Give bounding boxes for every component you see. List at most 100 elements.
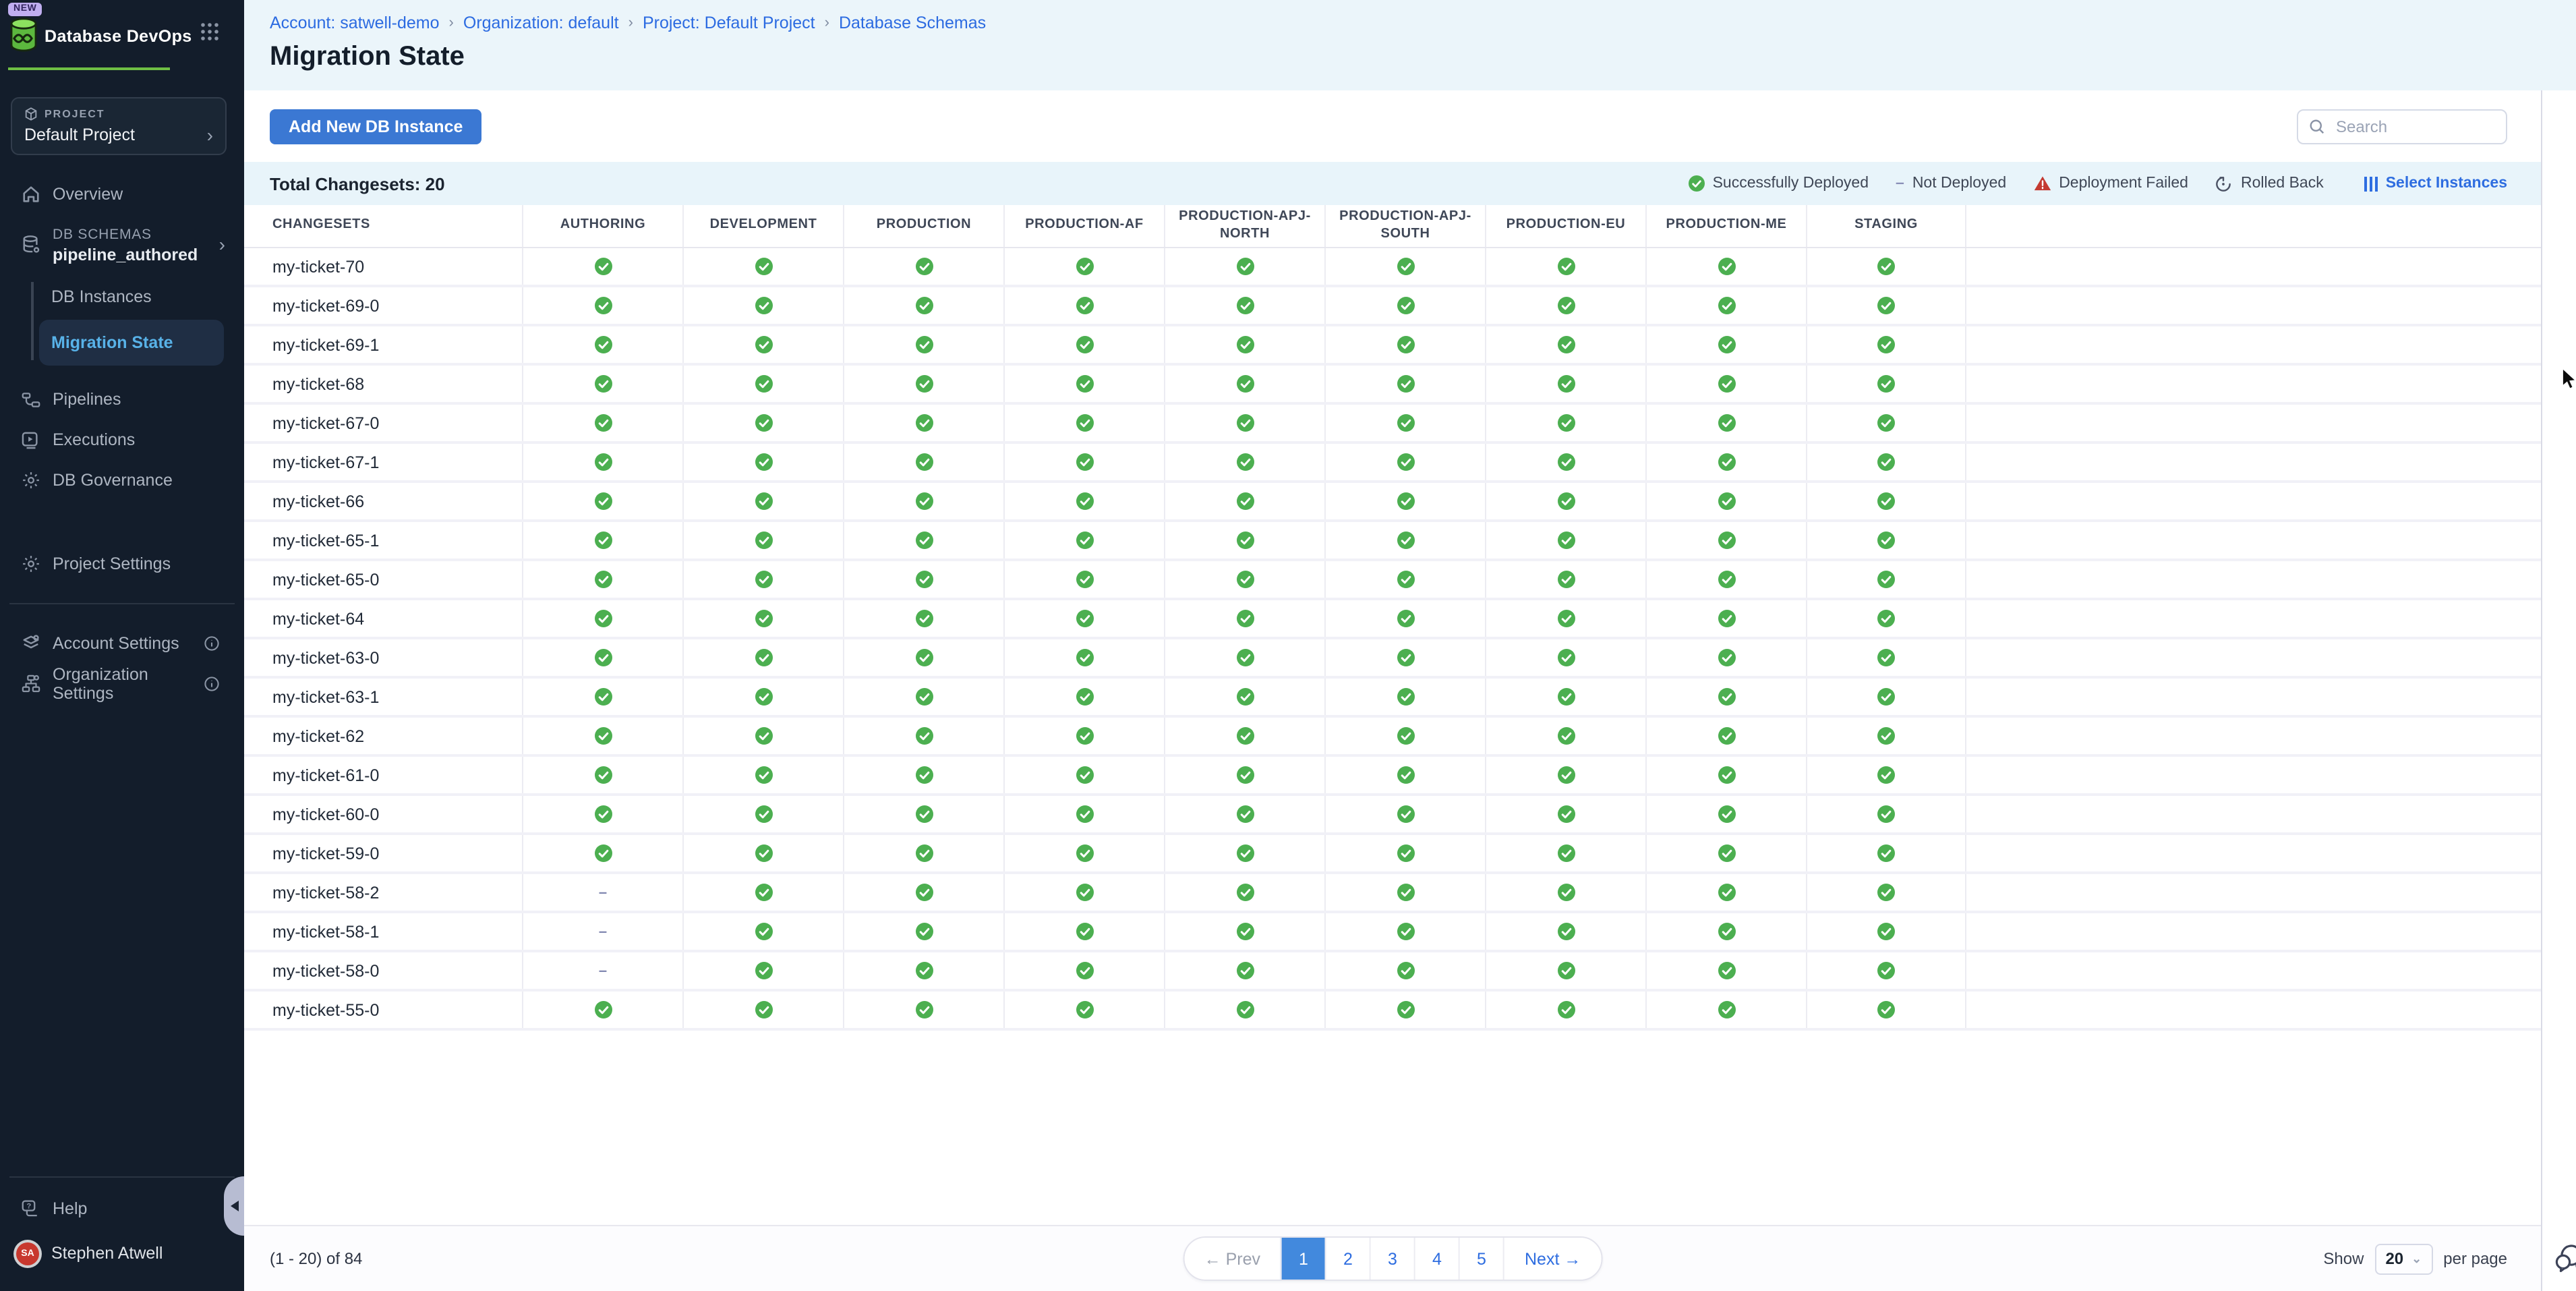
status-cell (1485, 718, 1645, 754)
sidebar-item-db-schemas[interactable]: DB SCHEMAS pipeline_authored › (0, 214, 244, 274)
status-cell (522, 248, 682, 285)
status-cell (843, 992, 1003, 1028)
status-cell (1324, 757, 1485, 793)
add-new-db-instance-button[interactable]: Add New DB Instance (270, 109, 481, 144)
page-button-4[interactable]: 4 (1414, 1238, 1459, 1280)
success-icon (1397, 805, 1414, 823)
page-button-1[interactable]: 1 (1281, 1238, 1325, 1280)
table-row: my-ticket-55-0 (244, 992, 2541, 1031)
success-icon (1397, 1001, 1414, 1019)
status-cell (1645, 874, 1806, 911)
column-header: PRODUCTION-APJ-NORTH (1164, 205, 1324, 247)
success-icon (594, 258, 612, 275)
sidebar-item-label: Executions (53, 430, 135, 449)
sidebar-item-organization-settings[interactable]: Organization Settings (0, 664, 244, 704)
info-icon[interactable] (204, 676, 220, 692)
page-size-control: Show 20 ⌄ per page (2323, 1243, 2507, 1274)
success-icon (594, 610, 612, 627)
status-cell (1003, 444, 1164, 480)
sidebar-item-account-settings[interactable]: Account Settings (0, 623, 244, 664)
project-selector[interactable]: PROJECT Default Project › (11, 97, 227, 155)
status-cell (1806, 405, 1966, 441)
status-cell (843, 835, 1003, 871)
sidebar-item-db-governance[interactable]: DB Governance (0, 460, 244, 500)
status-cell (1645, 679, 1806, 715)
status-cell (1003, 718, 1164, 754)
breadcrumb: Account: satwell-demo › Organization: def… (270, 13, 2576, 32)
status-cell (1485, 835, 1645, 871)
sidebar-item-label: DB SCHEMAS pipeline_authored (53, 222, 207, 266)
page-button-2[interactable]: 2 (1325, 1238, 1370, 1280)
status-cell (1806, 718, 1966, 754)
column-header: CHANGESETS (244, 205, 522, 247)
status-cell (1324, 444, 1485, 480)
sidebar-item-help[interactable]: ? Help (0, 1188, 244, 1229)
breadcrumb-organization-link[interactable]: Organization: default (463, 13, 619, 32)
info-icon[interactable] (204, 635, 220, 652)
status-cell (1164, 366, 1324, 402)
total-changesets-label: Total Changesets: 20 (270, 173, 445, 194)
page-button-3[interactable]: 3 (1370, 1238, 1414, 1280)
not-deployed-dash: – (599, 923, 607, 940)
project-label: PROJECT (45, 108, 105, 120)
changeset-name: my-ticket-67-0 (244, 405, 522, 441)
status-cell (1324, 561, 1485, 598)
sidebar-collapse-handle[interactable] (224, 1176, 244, 1236)
search-input[interactable] (2333, 115, 2495, 137)
project-cube-icon (24, 107, 38, 121)
status-cell (1003, 326, 1164, 363)
success-icon (594, 766, 612, 784)
sidebar-item-project-settings[interactable]: Project Settings (0, 544, 244, 584)
prev-page-button[interactable]: ← Prev (1184, 1238, 1281, 1280)
user-menu[interactable]: SA Stephen Atwell (0, 1229, 244, 1278)
table-row: my-ticket-70 (244, 248, 2541, 287)
success-icon (1236, 414, 1254, 432)
status-cell (1485, 561, 1645, 598)
sidebar-item-label: Help (53, 1199, 87, 1218)
sidebar-item-pipelines[interactable]: Pipelines (0, 379, 244, 420)
db-schemas-subnav: DB Instances Migration State (0, 277, 244, 366)
page-button-5[interactable]: 5 (1459, 1238, 1503, 1280)
success-icon (1718, 649, 1735, 666)
success-icon (1557, 571, 1575, 588)
success-icon (1718, 844, 1735, 862)
status-cell (843, 679, 1003, 715)
sidebar-item-overview[interactable]: Overview (0, 174, 244, 214)
not-deployed-dash: – (599, 963, 607, 979)
success-icon (1557, 962, 1575, 979)
select-instances-button[interactable]: Select Instances (2364, 175, 2507, 192)
success-icon (1877, 414, 1895, 432)
sidebar-item-db-instances[interactable]: DB Instances (0, 277, 244, 317)
success-icon (915, 532, 933, 549)
status-cell: – (522, 952, 682, 989)
app-window: NEW Database DevOps (0, 0, 2576, 1291)
success-icon (1877, 962, 1895, 979)
breadcrumb-database-schemas-link[interactable]: Database Schemas (839, 13, 986, 32)
sidebar-item-executions[interactable]: Executions (0, 420, 244, 460)
app-launcher-grid-icon[interactable] (200, 22, 220, 42)
success-icon (1076, 453, 1093, 471)
changeset-name: my-ticket-68 (244, 366, 522, 402)
status-cell (1164, 913, 1324, 950)
success-icon (1877, 727, 1895, 745)
status-cell (1806, 287, 1966, 324)
success-icon (915, 649, 933, 666)
breadcrumb-separator: › (449, 15, 454, 31)
success-icon (1718, 688, 1735, 706)
page-size-select[interactable]: 20 ⌄ (2374, 1243, 2432, 1274)
pagination: ← Prev 12345 Next → (1183, 1236, 1603, 1281)
success-icon (1877, 453, 1895, 471)
status-cell (1164, 600, 1324, 637)
feedback-chat-icon[interactable] (2553, 1242, 2576, 1272)
sidebar-item-label: Organization Settings (53, 665, 192, 703)
status-cell (1164, 248, 1324, 285)
breadcrumb-project-link[interactable]: Project: Default Project (643, 13, 815, 32)
success-icon (594, 571, 612, 588)
next-page-button[interactable]: Next → (1503, 1238, 1601, 1280)
sidebar-item-migration-state-active[interactable]: Migration State (39, 320, 224, 366)
column-header: PRODUCTION-ME (1645, 205, 1806, 247)
status-cell (522, 992, 682, 1028)
search-box[interactable] (2297, 109, 2507, 144)
collapse-arrow-icon (230, 1201, 238, 1211)
breadcrumb-account-link[interactable]: Account: satwell-demo (270, 13, 440, 32)
